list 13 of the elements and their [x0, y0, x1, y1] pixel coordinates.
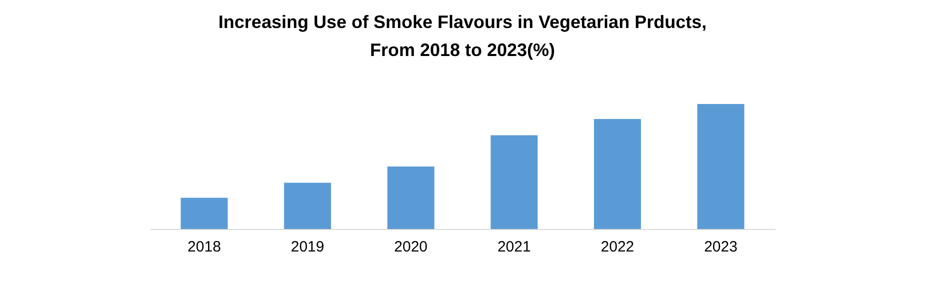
x-tick-label: 2022: [600, 238, 634, 256]
bar: [284, 182, 332, 229]
bar: [387, 166, 434, 229]
bar: [697, 104, 744, 229]
x-tick-label: 2019: [290, 238, 324, 256]
bar: [594, 119, 641, 229]
chart-title: Increasing Use of Smoke Flavours in Vegetarian Prducts, From 2018 to 2023(%): [218, 12, 707, 60]
bar: [490, 135, 538, 229]
x-tick-label: 2018: [188, 238, 221, 256]
x-tick-label: 2021: [497, 238, 531, 256]
bar: [180, 198, 228, 229]
x-tick-label: 2023: [704, 238, 738, 256]
x-tick-label: 2020: [394, 238, 428, 256]
